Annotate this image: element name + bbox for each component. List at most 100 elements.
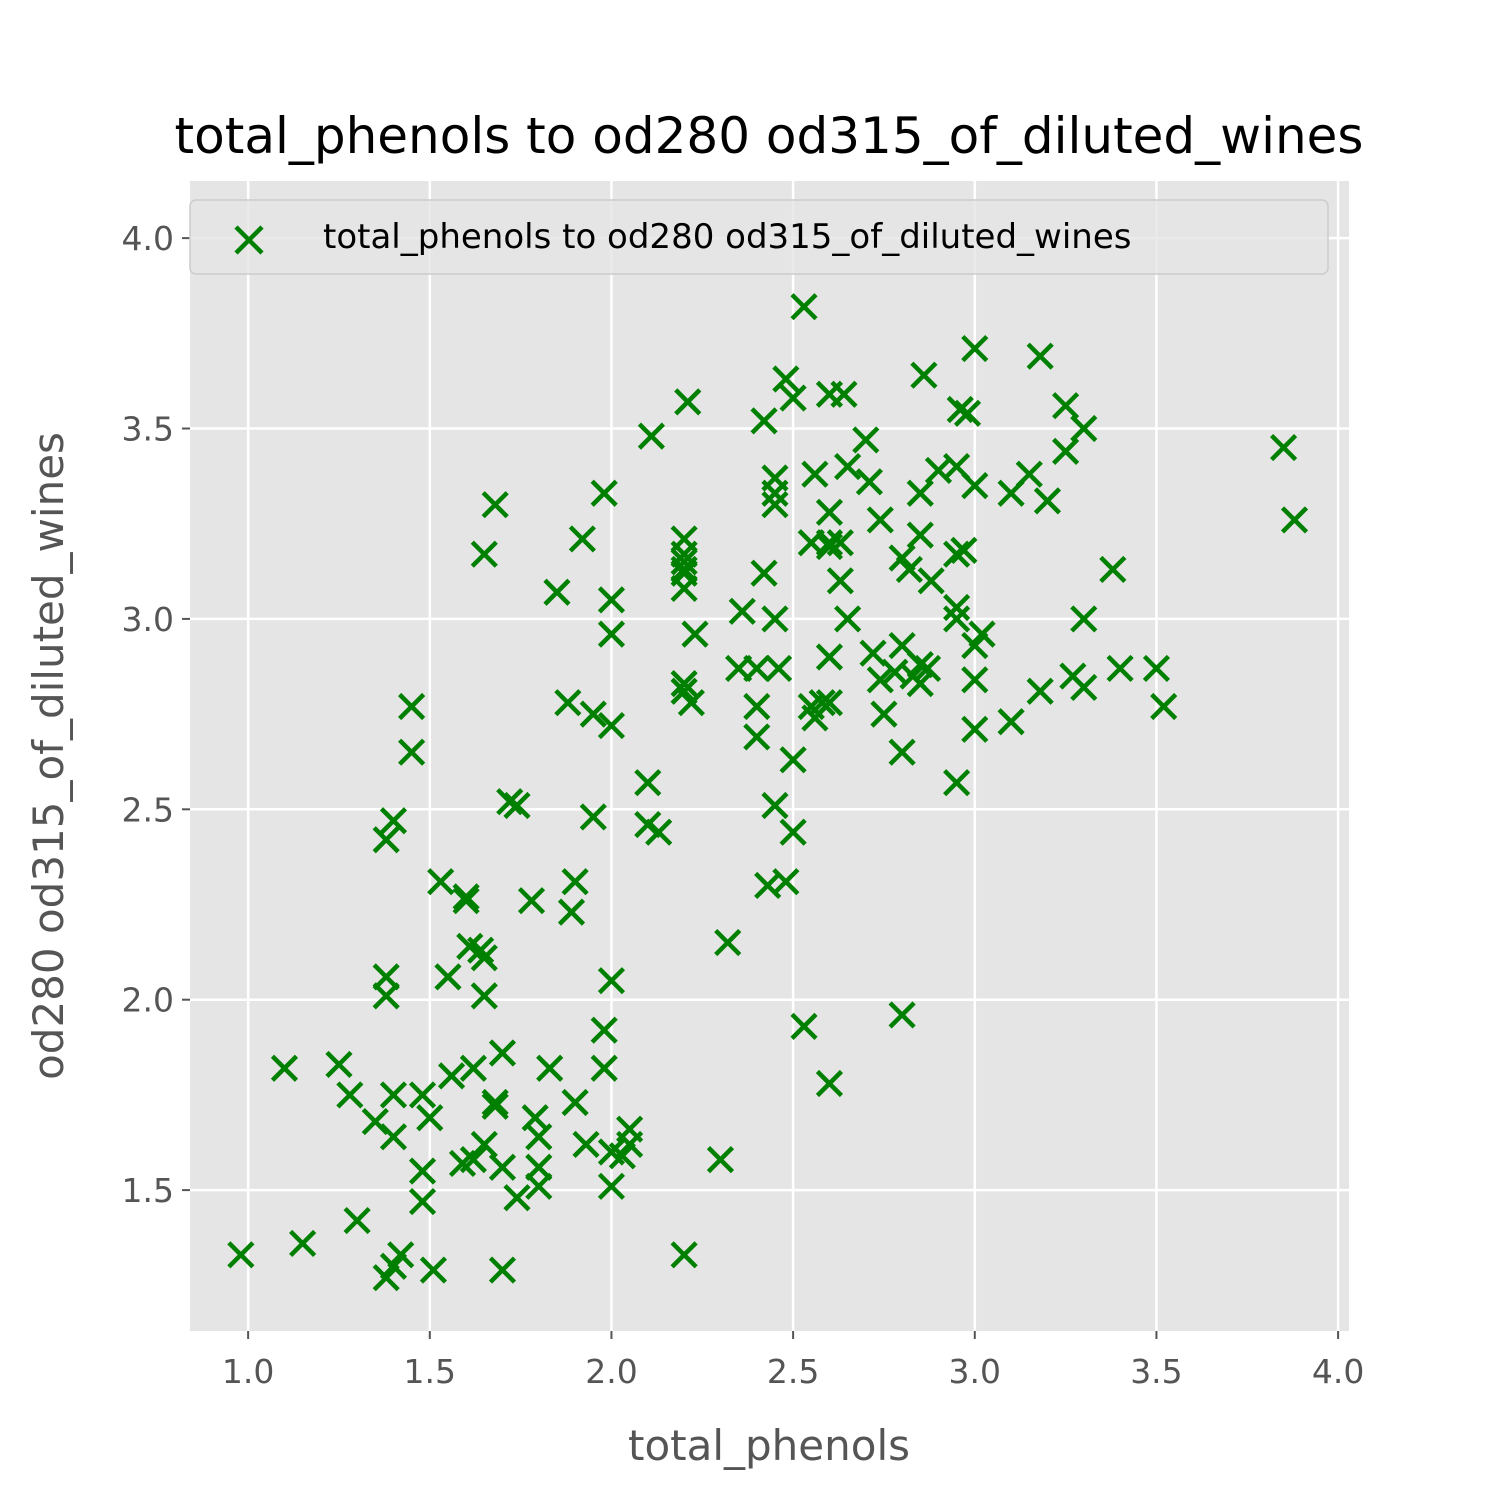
y-tick-label: 2.0 xyxy=(122,981,174,1020)
data-point xyxy=(866,506,894,534)
data-point xyxy=(503,791,531,820)
data-point xyxy=(554,689,582,717)
data-point xyxy=(408,1187,437,1216)
data-point xyxy=(459,1054,487,1082)
data-point xyxy=(772,365,800,393)
y-tick-label: 3.0 xyxy=(122,600,174,639)
x-tick-label: 2.5 xyxy=(767,1352,819,1391)
data-point xyxy=(503,1184,531,1212)
data-point xyxy=(568,525,596,553)
x-axis-label: total_phenols xyxy=(628,1421,910,1470)
data-point xyxy=(1099,555,1127,584)
data-point xyxy=(681,620,709,648)
data-point xyxy=(470,982,498,1010)
data-point xyxy=(572,1130,600,1159)
data-point xyxy=(750,559,778,587)
x-tick-label: 1.0 xyxy=(222,1352,274,1391)
data-point xyxy=(452,887,480,915)
data-point xyxy=(906,670,934,698)
data-point xyxy=(852,426,880,454)
data-point xyxy=(1070,605,1098,633)
data-point xyxy=(834,453,862,481)
y-tick-label: 2.5 xyxy=(122,790,174,829)
data-point xyxy=(561,868,589,896)
data-point xyxy=(481,1092,509,1120)
data-point xyxy=(888,1001,916,1029)
data-point xyxy=(706,1146,735,1174)
data-point xyxy=(1150,692,1178,721)
data-point xyxy=(645,818,673,846)
data-point xyxy=(906,479,934,507)
data-point xyxy=(579,700,607,728)
data-point xyxy=(826,567,854,595)
legend-box xyxy=(189,199,1329,275)
data-point xyxy=(1070,673,1098,702)
data-point xyxy=(830,380,858,408)
data-point xyxy=(677,689,705,717)
data-point xyxy=(634,769,662,797)
legend-marker xyxy=(234,225,264,255)
data-point xyxy=(590,1054,618,1082)
data-point xyxy=(597,586,626,614)
data-point xyxy=(961,666,989,694)
x-tick-label: 4.0 xyxy=(1312,1352,1364,1391)
data-point xyxy=(597,967,626,995)
x-tick-label: 3.5 xyxy=(1130,1352,1182,1391)
data-point xyxy=(779,384,807,412)
data-point xyxy=(808,689,836,717)
data-point xyxy=(670,670,698,698)
data-point xyxy=(815,498,844,526)
data-point xyxy=(968,620,996,648)
data-point xyxy=(815,689,844,717)
data-point xyxy=(488,1039,517,1067)
data-point xyxy=(790,1012,818,1040)
data-point xyxy=(761,479,789,507)
data-point xyxy=(997,708,1025,736)
data-point xyxy=(387,1241,415,1269)
data-point xyxy=(379,1081,408,1109)
data-point xyxy=(801,460,829,488)
data-point xyxy=(408,1081,437,1109)
data-point xyxy=(815,529,844,557)
data-points xyxy=(227,293,1309,1292)
data-point xyxy=(270,1054,299,1082)
data-point xyxy=(398,692,426,721)
data-point xyxy=(517,887,546,915)
data-point xyxy=(536,1054,564,1082)
data-point xyxy=(398,738,426,766)
data-point xyxy=(1070,414,1098,443)
data-point xyxy=(826,529,854,557)
data-point xyxy=(379,1123,408,1151)
data-point xyxy=(597,620,626,648)
data-point xyxy=(859,639,887,667)
data-point xyxy=(1270,433,1298,462)
data-point xyxy=(670,548,698,576)
data-point xyxy=(943,593,971,622)
data-point xyxy=(408,1157,437,1185)
data-point xyxy=(543,578,571,606)
data-point xyxy=(943,540,971,568)
data-point xyxy=(917,567,945,595)
data-point xyxy=(470,944,498,972)
data-point xyxy=(761,605,789,633)
data-point xyxy=(743,654,771,683)
data-point xyxy=(906,521,934,549)
data-point xyxy=(525,1172,553,1200)
data-point xyxy=(488,1256,517,1284)
data-point xyxy=(1026,342,1054,370)
data-point xyxy=(1033,487,1062,515)
data-point xyxy=(416,1104,444,1132)
data-point xyxy=(452,883,480,911)
data-point xyxy=(670,574,698,603)
data-point xyxy=(888,738,916,766)
data-point xyxy=(815,1069,844,1098)
data-point xyxy=(743,723,771,751)
data-point xyxy=(488,1153,517,1181)
data-point xyxy=(674,388,702,416)
data-point xyxy=(870,700,898,728)
chart-title: total_phenols to od280 od315_of_diluted_… xyxy=(175,107,1364,165)
data-point xyxy=(910,361,938,389)
data-point xyxy=(470,1130,498,1159)
legend: total_phenols to od280 od315_of_diluted_… xyxy=(189,199,1329,275)
data-point xyxy=(728,597,756,625)
